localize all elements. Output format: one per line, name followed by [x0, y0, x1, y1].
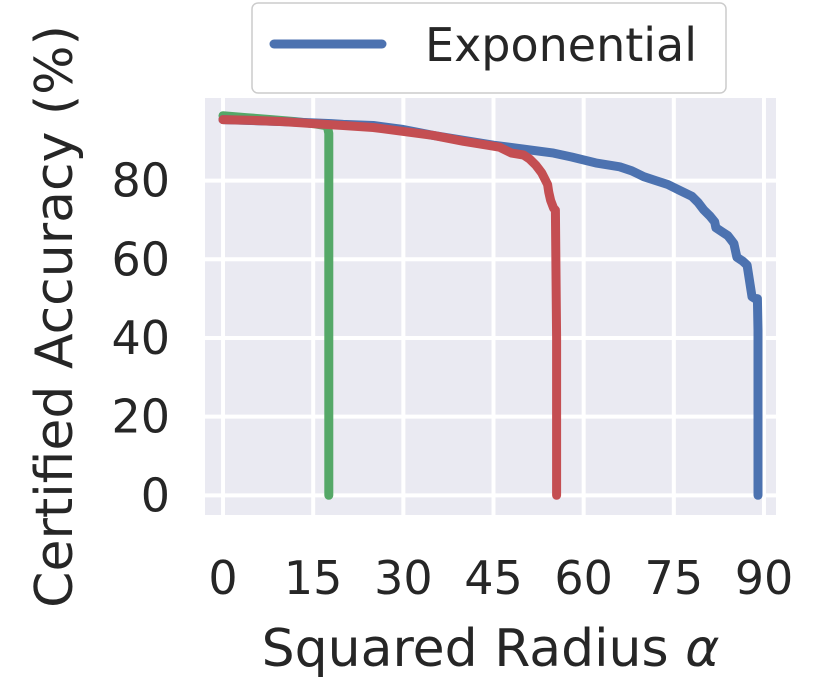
- y-axis-label: Certified Accuracy (%): [25, 25, 85, 608]
- x-axis-label-symbol: α: [685, 619, 719, 679]
- x-tick-label: 15: [284, 551, 343, 605]
- y-tick-label: 80: [111, 154, 170, 208]
- series-line-2: [218, 115, 562, 500]
- legend-label-exponential: Exponential: [425, 18, 697, 72]
- x-tick-label: 60: [554, 551, 613, 605]
- y-tick-label: 20: [111, 390, 170, 444]
- x-axis-label-text: Squared Radius: [262, 619, 686, 679]
- legend: Exponential: [251, 2, 727, 94]
- y-tick-label: 40: [111, 311, 170, 365]
- y-tick-label: 60: [111, 232, 170, 286]
- x-tick-label: 45: [464, 551, 523, 605]
- legend-box: [251, 2, 727, 94]
- x-axis-label: Squared Radius α: [262, 619, 720, 679]
- x-tick-labels: 0 15 30 45 60 75 90: [208, 551, 793, 605]
- x-tick-label: 0: [208, 551, 237, 605]
- x-tick-label: 75: [645, 551, 704, 605]
- y-tick-label: 0: [141, 468, 170, 522]
- y-tick-labels: 0 20 40 60 80: [111, 154, 170, 523]
- x-tick-label: 30: [374, 551, 433, 605]
- plot-background: [205, 98, 776, 515]
- series-lines: [218, 111, 763, 500]
- x-tick-label: 90: [735, 551, 794, 605]
- grid-lines: [205, 98, 776, 515]
